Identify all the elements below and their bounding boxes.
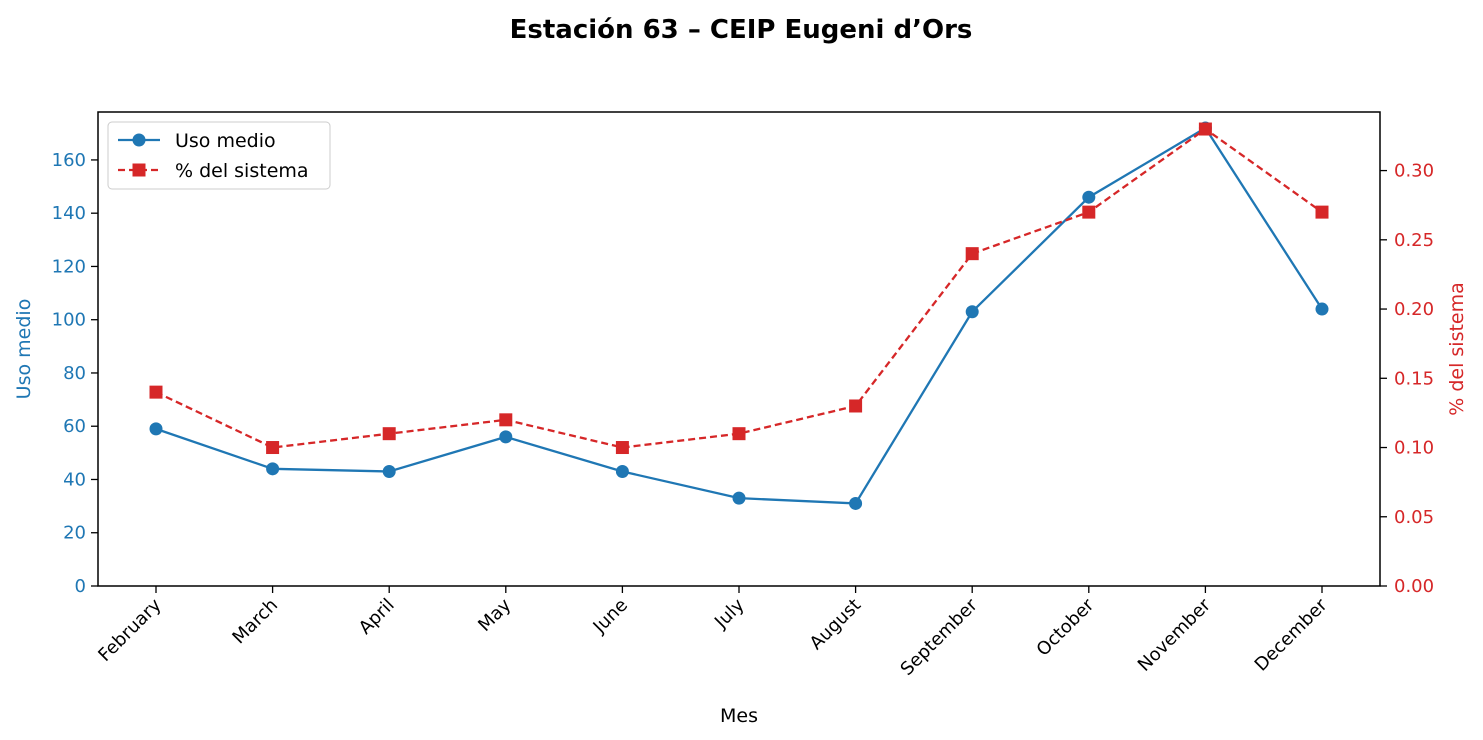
y-right-tick-label: 0.30 xyxy=(1394,161,1434,182)
y-axis-right-label: % del sistema xyxy=(1446,282,1468,416)
y-right-tick-label: 0.00 xyxy=(1394,576,1434,597)
data-point xyxy=(732,491,746,505)
y-left-tick-label: 100 xyxy=(52,310,86,331)
data-point xyxy=(732,427,746,441)
legend-marker xyxy=(132,133,146,147)
legend-marker xyxy=(132,163,146,177)
data-point xyxy=(499,413,513,427)
data-point xyxy=(382,464,396,478)
legend-entry: % del sistema xyxy=(118,160,309,182)
data-point xyxy=(266,462,280,476)
legend: Uso medio % del sistema xyxy=(107,121,331,190)
data-point xyxy=(615,464,629,478)
y-left-tick-label: 60 xyxy=(63,416,86,437)
y-left-tick-label: 160 xyxy=(52,150,86,171)
y-right-tick-label: 0.05 xyxy=(1394,507,1434,528)
series-line xyxy=(155,127,1323,449)
data-point xyxy=(1082,190,1096,204)
y-right-tick-label: 0.20 xyxy=(1394,299,1434,320)
data-point xyxy=(849,399,863,413)
y-left-tick-label: 40 xyxy=(63,469,86,490)
y-right-tick-label: 0.10 xyxy=(1394,438,1434,459)
data-point xyxy=(849,496,863,510)
y-axis-right: 0.00 0.05 0.10 0.15 0.20 0.25 0.30 xyxy=(1380,161,1434,597)
y-left-tick-label: 80 xyxy=(63,363,86,384)
legend-label: % del sistema xyxy=(175,160,309,182)
chart-title: Estación 63 – CEIP Eugeni d’Ors xyxy=(510,15,973,45)
legend-box xyxy=(107,121,331,190)
legend-label: Uso medio xyxy=(175,130,276,152)
data-point xyxy=(965,305,979,319)
data-point xyxy=(1082,205,1096,219)
y-right-tick-label: 0.25 xyxy=(1394,230,1434,251)
data-point xyxy=(965,247,979,261)
y-left-tick-label: 0 xyxy=(75,576,86,597)
data-point xyxy=(266,441,280,455)
data-point xyxy=(1198,122,1212,136)
legend-entry: Uso medio xyxy=(118,130,276,152)
y-left-tick-label: 20 xyxy=(63,523,86,544)
plot-marks xyxy=(149,121,1329,510)
data-point xyxy=(615,441,629,455)
data-point xyxy=(1315,302,1329,316)
y-axis-left-label: Uso medio xyxy=(13,299,35,400)
y-axis-left: 0 20 40 60 80 100 120 140 160 xyxy=(52,150,98,597)
y-left-tick-label: 140 xyxy=(52,203,86,224)
data-point xyxy=(499,430,513,444)
data-point xyxy=(382,427,396,441)
x-axis-label: Mes xyxy=(720,705,758,727)
series-2 xyxy=(149,122,1329,455)
data-point xyxy=(149,422,163,436)
y-right-tick-label: 0.15 xyxy=(1394,368,1434,389)
data-point xyxy=(149,385,163,399)
y-left-tick-label: 120 xyxy=(52,256,86,277)
data-point xyxy=(1315,205,1329,219)
